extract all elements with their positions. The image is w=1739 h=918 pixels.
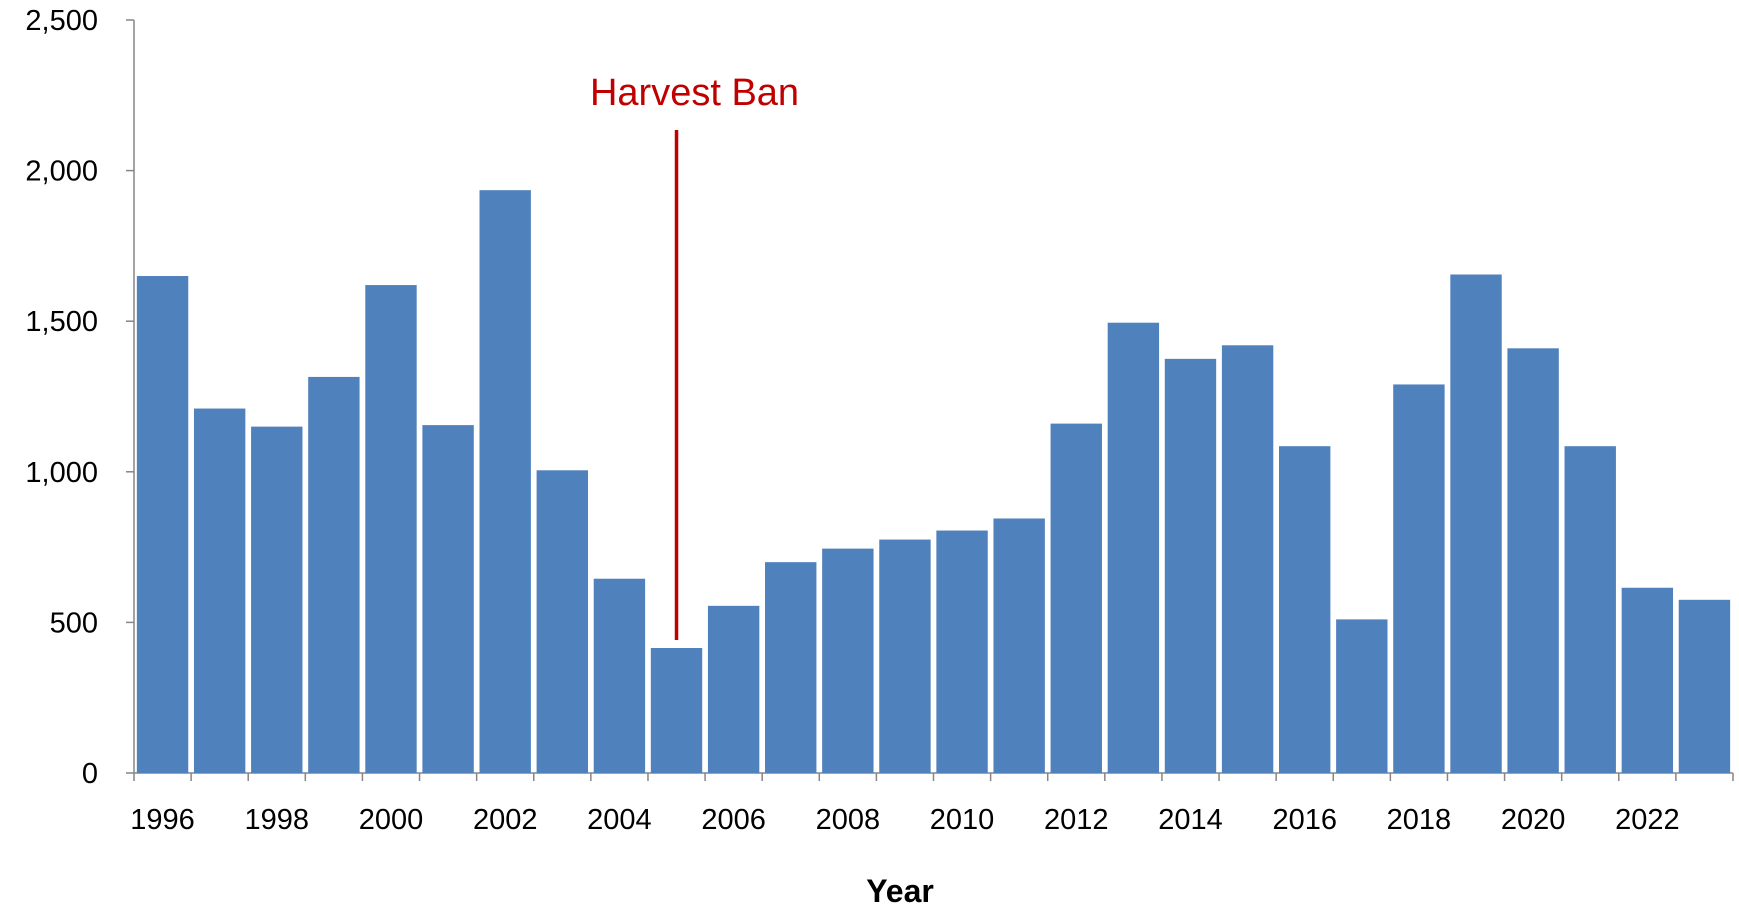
bar — [1507, 348, 1559, 773]
y-tick-label: 1,500 — [25, 306, 98, 338]
bar — [936, 530, 988, 773]
bar — [822, 548, 874, 773]
bar — [1278, 446, 1331, 773]
bar — [193, 408, 246, 773]
x-tick-label: 2004 — [587, 804, 652, 836]
bar — [136, 276, 189, 773]
bars-group — [136, 190, 1731, 774]
x-tick-label: 2010 — [930, 804, 995, 836]
bar — [308, 376, 360, 773]
bar — [593, 578, 646, 773]
x-tick-label: 2008 — [816, 804, 881, 836]
y-axis: 0 500 1,000 1,500 2,000 2,500 — [25, 5, 135, 790]
bar — [707, 605, 760, 773]
bar — [536, 470, 589, 773]
y-tick-label: 1,000 — [25, 457, 98, 489]
bar — [422, 425, 474, 773]
x-axis-title: Year — [866, 873, 934, 909]
x-tick-label: 1998 — [245, 804, 310, 836]
bar — [1621, 587, 1674, 773]
bar — [479, 190, 531, 774]
y-tick-label: 500 — [50, 607, 98, 639]
x-tick-label: 2002 — [473, 804, 538, 836]
y-tick-label: 0 — [82, 758, 98, 790]
bar — [1393, 384, 1445, 773]
bar — [1678, 599, 1731, 773]
x-axis: 1996 1998 2000 2002 2004 2006 2008 2010 2012 2014… — [130, 772, 1734, 836]
bar — [1107, 322, 1160, 773]
bar — [1564, 446, 1616, 773]
bar — [1221, 345, 1274, 773]
x-tick-label: 2006 — [701, 804, 766, 836]
bar — [765, 562, 817, 773]
bar — [1050, 423, 1102, 773]
annotations-group: Harvest Ban — [590, 72, 799, 640]
x-tick-label: 2022 — [1615, 804, 1680, 836]
bar — [650, 648, 703, 773]
x-tick-label: 1996 — [130, 804, 195, 836]
y-tick-label: 2,500 — [25, 5, 98, 37]
x-tick-label: 2020 — [1501, 804, 1566, 836]
bar — [1450, 274, 1502, 773]
x-tick-label: 2016 — [1272, 804, 1337, 836]
x-tick-label: 2000 — [359, 804, 424, 836]
x-tick-label: 2012 — [1044, 804, 1109, 836]
bar — [1336, 619, 1388, 773]
bar — [365, 285, 417, 773]
bar — [251, 426, 303, 773]
bar — [1164, 358, 1217, 773]
x-tick-label: 2018 — [1387, 804, 1452, 836]
bar — [993, 518, 1045, 773]
annotation-label: Harvest Ban — [590, 72, 799, 114]
y-tick-label: 2,000 — [25, 156, 98, 188]
bar — [879, 539, 931, 773]
x-tick-label: 2014 — [1158, 804, 1223, 836]
